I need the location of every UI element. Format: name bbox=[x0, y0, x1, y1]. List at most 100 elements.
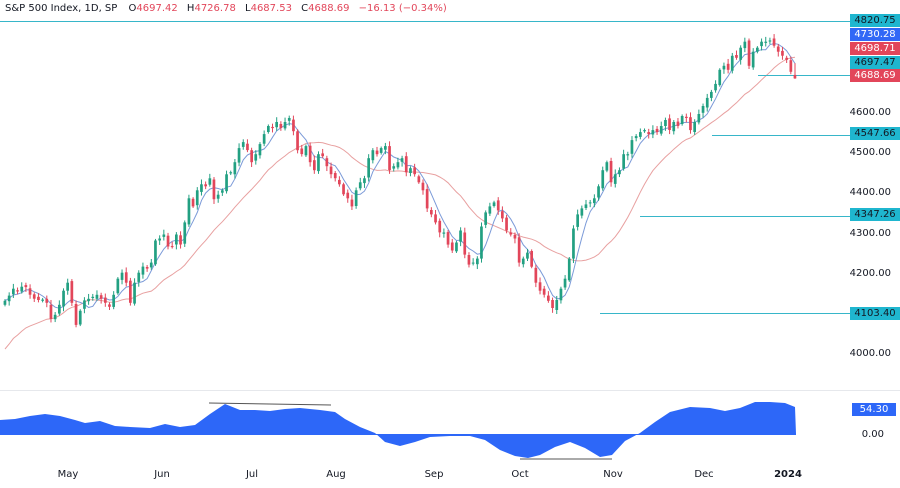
candle-body[interactable] bbox=[463, 232, 467, 255]
candle-body[interactable] bbox=[108, 304, 111, 307]
candle-body[interactable] bbox=[363, 178, 366, 184]
candle-body[interactable] bbox=[793, 74, 797, 79]
candle-body[interactable] bbox=[781, 50, 784, 56]
candle-body[interactable] bbox=[49, 304, 53, 319]
candle-body[interactable] bbox=[28, 288, 32, 295]
candle-body[interactable] bbox=[16, 290, 19, 292]
candle-body[interactable] bbox=[154, 240, 157, 265]
candle-body[interactable] bbox=[124, 272, 128, 283]
candle-body[interactable] bbox=[484, 212, 487, 225]
candle-body[interactable] bbox=[304, 146, 308, 156]
candle-body[interactable] bbox=[680, 116, 684, 124]
candle-body[interactable] bbox=[659, 126, 663, 134]
candle-body[interactable] bbox=[41, 299, 44, 301]
candle-body[interactable] bbox=[513, 234, 517, 239]
candle-body[interactable] bbox=[739, 47, 742, 60]
candle-body[interactable] bbox=[283, 122, 287, 129]
candle-body[interactable] bbox=[129, 280, 132, 303]
candle-body[interactable] bbox=[45, 298, 49, 303]
candle-body[interactable] bbox=[313, 160, 316, 171]
candle-body[interactable] bbox=[785, 57, 788, 60]
candle-body[interactable] bbox=[74, 304, 78, 325]
candle-body[interactable] bbox=[12, 288, 15, 295]
candle-body[interactable] bbox=[296, 131, 299, 151]
candle-body[interactable] bbox=[367, 158, 370, 178]
candle-body[interactable] bbox=[233, 162, 237, 175]
candle-body[interactable] bbox=[530, 251, 533, 267]
candle-body[interactable] bbox=[413, 167, 416, 175]
candle-body[interactable] bbox=[300, 148, 304, 155]
candle-body[interactable] bbox=[37, 296, 40, 300]
candle-body[interactable] bbox=[526, 252, 529, 259]
candle-body[interactable] bbox=[647, 132, 650, 135]
candle-body[interactable] bbox=[555, 300, 559, 310]
candle-body[interactable] bbox=[3, 300, 7, 305]
candle-body[interactable] bbox=[78, 310, 82, 325]
candle-body[interactable] bbox=[772, 38, 776, 46]
candle-body[interactable] bbox=[158, 238, 161, 241]
candle-body[interactable] bbox=[421, 182, 425, 191]
candle-body[interactable] bbox=[104, 297, 107, 303]
candle-body[interactable] bbox=[195, 190, 199, 206]
candle-body[interactable] bbox=[496, 200, 500, 211]
candle-body[interactable] bbox=[317, 154, 320, 172]
candle-body[interactable] bbox=[170, 246, 174, 248]
candle-body[interactable] bbox=[455, 242, 458, 252]
candle-body[interactable] bbox=[350, 199, 354, 207]
candle-body[interactable] bbox=[279, 124, 283, 128]
candle-body[interactable] bbox=[655, 128, 659, 133]
candle-body[interactable] bbox=[459, 230, 462, 242]
candle-body[interactable] bbox=[379, 148, 383, 153]
candle-body[interactable] bbox=[62, 290, 65, 307]
candle-body[interactable] bbox=[358, 182, 362, 189]
candle-body[interactable] bbox=[609, 161, 613, 183]
candle-body[interactable] bbox=[580, 208, 584, 216]
candle-body[interactable] bbox=[630, 140, 634, 154]
candle-body[interactable] bbox=[584, 204, 588, 208]
candle-body[interactable] bbox=[141, 266, 145, 275]
candle-body[interactable] bbox=[24, 285, 28, 288]
candle-body[interactable] bbox=[601, 170, 605, 189]
candle-body[interactable] bbox=[325, 158, 329, 167]
candle-body[interactable] bbox=[375, 150, 379, 155]
candle-body[interactable] bbox=[685, 116, 688, 118]
candle-body[interactable] bbox=[634, 136, 638, 139]
candle-body[interactable] bbox=[730, 55, 734, 71]
candle-body[interactable] bbox=[697, 114, 701, 123]
candle-body[interactable] bbox=[726, 63, 730, 70]
candle-body[interactable] bbox=[517, 237, 521, 263]
candle-body[interactable] bbox=[7, 295, 11, 302]
candle-body[interactable] bbox=[488, 206, 492, 214]
candle-body[interactable] bbox=[133, 282, 136, 304]
candle-body[interactable] bbox=[95, 294, 99, 299]
candle-body[interactable] bbox=[593, 198, 596, 204]
candle-body[interactable] bbox=[417, 176, 421, 183]
candle-body[interactable] bbox=[338, 179, 341, 185]
candle-body[interactable] bbox=[409, 168, 412, 173]
candle-body[interactable] bbox=[618, 170, 621, 175]
candle-body[interactable] bbox=[32, 294, 36, 299]
candle-body[interactable] bbox=[271, 126, 274, 129]
candle-body[interactable] bbox=[559, 288, 563, 301]
candle-body[interactable] bbox=[187, 198, 191, 225]
candle-body[interactable] bbox=[639, 132, 642, 137]
candle-body[interactable] bbox=[166, 235, 170, 247]
candle-body[interactable] bbox=[776, 46, 780, 52]
candle-body[interactable] bbox=[200, 184, 203, 192]
candle-body[interactable] bbox=[204, 184, 207, 187]
candle-body[interactable] bbox=[551, 300, 554, 308]
candle-body[interactable] bbox=[250, 150, 253, 163]
candle-body[interactable] bbox=[768, 40, 772, 42]
candle-body[interactable] bbox=[99, 295, 103, 299]
candle-body[interactable] bbox=[191, 198, 195, 207]
candle-body[interactable] bbox=[756, 47, 759, 52]
candle-body[interactable] bbox=[149, 262, 153, 268]
candle-body[interactable] bbox=[430, 210, 433, 215]
candle-body[interactable] bbox=[292, 119, 295, 132]
candle-body[interactable] bbox=[442, 232, 446, 234]
candle-body[interactable] bbox=[622, 154, 625, 169]
candle-body[interactable] bbox=[162, 234, 166, 237]
candle-body[interactable] bbox=[576, 214, 579, 227]
